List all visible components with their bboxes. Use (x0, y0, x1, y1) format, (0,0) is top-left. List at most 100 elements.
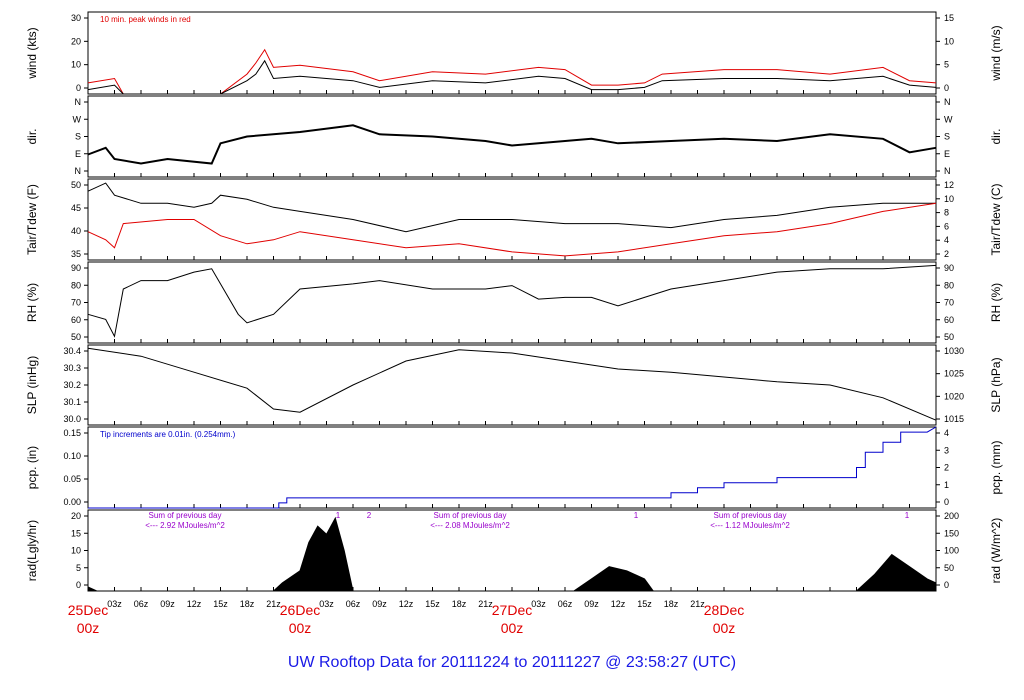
ytick-label-right-slp: 1025 (944, 369, 964, 379)
series-rh-0 (87, 264, 937, 338)
ytick-label-right-rh: 50 (944, 332, 954, 342)
xtick-label: 03z (107, 599, 122, 609)
ylabel-left-rh: RH (%) (25, 283, 39, 322)
annotation-pcp: Tip increments are 0.01in. (0.254mm.) (100, 430, 236, 439)
ytick-label-left-rad: 20 (71, 511, 81, 521)
rad-annotation-title: Sum of previous day (434, 511, 507, 520)
ytick-label-left-wind: 10 (71, 60, 81, 70)
ytick-label-left-rh: 60 (71, 315, 81, 325)
series-temp-0 (87, 182, 936, 233)
xtick-label: 06z (558, 599, 573, 609)
ytick-label-left-temp: 40 (71, 226, 81, 236)
ytick-label-right-slp: 1030 (944, 346, 964, 356)
ytick-label-left-temp: 35 (71, 249, 81, 259)
ytick-label-right-rh: 90 (944, 263, 954, 273)
ylabel-right-pcp: pcp. (mm) (989, 440, 1003, 494)
xtick-label: 21z (478, 599, 493, 609)
ylabel-left-dir: dir. (25, 128, 39, 144)
panel-frame-pcp (87, 426, 937, 509)
ylabel-right-rh: RH (%) (989, 283, 1003, 322)
ytick-label-left-wind: 20 (71, 36, 81, 46)
date-label: 28Dec (704, 602, 744, 618)
rad-day-mark: 1 (634, 511, 639, 520)
ytick-label-right-temp: 6 (944, 221, 949, 231)
ytick-label-right-dir: W (944, 114, 953, 124)
ytick-label-left-dir: S (75, 132, 81, 142)
xtick-label: 12z (399, 599, 414, 609)
ytick-label-right-rad: 100 (944, 546, 959, 556)
ytick-label-right-rh: 60 (944, 315, 954, 325)
ytick-label-left-pcp: 0.00 (63, 497, 81, 507)
ytick-label-left-slp: 30.1 (63, 397, 81, 407)
ytick-label-left-rh: 90 (71, 263, 81, 273)
series-rad-0 (87, 516, 937, 592)
ytick-label-right-wind: 15 (944, 13, 954, 23)
xtick-label: 15z (425, 599, 440, 609)
chart-title: UW Rooftop Data for 20111224 to 20111227… (288, 654, 736, 671)
ytick-label-right-pcp: 3 (944, 445, 949, 455)
rad-annotation-sub: <--- 1.12 MJoules/m^2 (710, 521, 790, 530)
ytick-label-right-rh: 70 (944, 298, 954, 308)
ytick-label-right-pcp: 4 (944, 428, 949, 438)
date-hour-label: 00z (713, 620, 736, 636)
rad-day-mark: 1 (336, 511, 341, 520)
ylabel-left-pcp: pcp. (in) (25, 446, 39, 489)
rad-annotation-title: Sum of previous day (149, 511, 222, 520)
ylabel-right-temp: Tair/Tdew (C) (989, 183, 1003, 255)
date-hour-label: 00z (289, 620, 312, 636)
rad-annotation-sub: <--- 2.08 MJoules/m^2 (430, 521, 510, 530)
panel-frame-slp (87, 344, 937, 426)
xtick-label: 21z (690, 599, 705, 609)
ytick-label-left-rad: 0 (76, 580, 81, 590)
xtick-label: 18z (664, 599, 679, 609)
ytick-label-left-rad: 10 (71, 546, 81, 556)
ytick-label-right-temp: 10 (944, 194, 954, 204)
ytick-label-left-rh: 80 (71, 280, 81, 290)
series-wind-0 (87, 48, 937, 95)
ytick-label-right-temp: 4 (944, 235, 949, 245)
ylabel-left-wind: wind (kts) (25, 27, 39, 79)
ytick-label-right-pcp: 2 (944, 463, 949, 473)
ylabel-right-dir: dir. (989, 128, 1003, 144)
rad-day-mark: 1 (905, 511, 910, 520)
ytick-label-right-temp: 12 (944, 180, 954, 190)
ytick-label-left-rad: 5 (76, 563, 81, 573)
ytick-label-right-temp: 2 (944, 249, 949, 259)
ytick-label-right-wind: 10 (944, 36, 954, 46)
xtick-label: 18z (240, 599, 255, 609)
ytick-label-right-rad: 150 (944, 528, 959, 538)
xtick-label: 06z (134, 599, 149, 609)
rad-annotation-sub: <--- 2.92 MJoules/m^2 (145, 521, 225, 530)
ylabel-left-rad: rad(Lgly/hr) (25, 520, 39, 581)
date-label: 25Dec (68, 602, 108, 618)
ytick-label-right-rad: 200 (944, 511, 959, 521)
ytick-label-left-dir: W (73, 114, 82, 124)
ytick-label-right-dir: E (944, 149, 950, 159)
ytick-label-left-slp: 30.3 (63, 363, 81, 373)
xtick-label: 15z (213, 599, 228, 609)
xtick-label: 21z (266, 599, 281, 609)
ylabel-right-slp: SLP (hPa) (989, 357, 1003, 412)
ytick-label-right-slp: 1015 (944, 414, 964, 424)
panel-frame-wind (87, 11, 937, 95)
ylabel-right-wind: wind (m/s) (989, 25, 1003, 81)
date-hour-label: 00z (501, 620, 524, 636)
xtick-label: 12z (187, 599, 202, 609)
ytick-label-right-slp: 1020 (944, 391, 964, 401)
rad-day-mark: 2 (367, 511, 372, 520)
ytick-label-left-rh: 50 (71, 332, 81, 342)
ytick-label-right-pcp: 0 (944, 497, 949, 507)
xtick-label: 06z (346, 599, 361, 609)
ytick-label-left-dir: E (75, 149, 81, 159)
ytick-label-right-pcp: 1 (944, 480, 949, 490)
ytick-label-left-slp: 30.0 (63, 414, 81, 424)
xtick-label: 09z (584, 599, 599, 609)
ytick-label-right-dir: S (944, 132, 950, 142)
ylabel-right-rad: rad (W/m^2) (989, 518, 1003, 584)
series-wind-1 (87, 59, 937, 95)
ytick-label-right-temp: 8 (944, 208, 949, 218)
xtick-label: 18z (452, 599, 467, 609)
xtick-label: 09z (372, 599, 387, 609)
series-dir-0 (87, 124, 937, 165)
